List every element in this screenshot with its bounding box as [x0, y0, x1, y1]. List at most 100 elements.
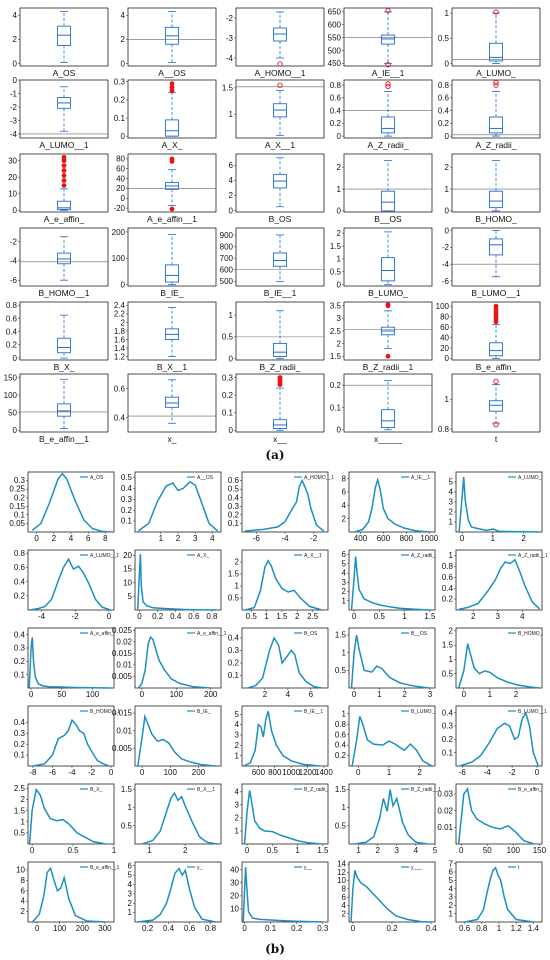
x-tick-label: 0.2 [152, 612, 164, 621]
density-curve [354, 789, 428, 845]
x-tick-label: 1200 [299, 768, 317, 777]
y-tick-label: 5 [342, 559, 347, 568]
y-tick-label: 20 [123, 551, 132, 560]
outlier-point [277, 82, 283, 88]
y-tick-label: 4 [449, 488, 454, 497]
panel-b-density-plots: 0.050.10.150.20.250.30 2 4 6 8A_OS0.10.20.30… [9, 471, 548, 933]
iqr-box [57, 25, 71, 46]
iqr-box [381, 409, 395, 428]
y-tick-label: 1.5 [222, 84, 234, 93]
y-tick-label: 1 [449, 909, 454, 918]
y-tick-label: 0.2 [121, 506, 133, 515]
density-B_HOMO__1: 0.1 0.2 0.3 0.4 -8 -6 -4 -2 0 B_HOMO__1 [14, 705, 120, 777]
y-tick-label: 1.6 [114, 335, 126, 344]
y-tick-label: 0 [445, 354, 450, 363]
plot-frame [455, 783, 543, 845]
density-A_e_affin_: 0.1 0.2 0.3 0.4 0 50 100 A_e_affin_ [14, 627, 115, 699]
x-tick-label: 100 [53, 924, 67, 933]
x-tick-label: 0.4 [170, 612, 182, 621]
y-tick-label: 3 [449, 893, 454, 902]
y-tick-label: 0.4 [6, 327, 18, 336]
y-tick-label: 2 [337, 229, 342, 238]
density-A_Z_radii__1: 0.2 0.4 0.6 0.8 1 2 3 4 A_Z_radii__1 [442, 549, 548, 621]
legend-label: B_e_affin__1 [90, 865, 120, 871]
x-tick-label: 1000 [420, 534, 438, 543]
boxplot-B_LUMO__1: -6 -4 -2 0 B_LUMO__1 [442, 226, 541, 298]
x-tick-label: 400 [354, 534, 368, 543]
y-tick-label: 1.5 [14, 806, 26, 815]
y-tick-label: 0.02 [116, 637, 132, 646]
variable-label: A_OS [53, 68, 76, 78]
y-tick-label: 2 [121, 35, 126, 44]
y-tick-label: 4 [229, 176, 234, 185]
y-tick-label: 1 [342, 648, 347, 657]
y-tick-label: 8 [342, 474, 347, 483]
x-tick-label: 2 [295, 612, 300, 621]
y-tick-label: 0.5 [14, 828, 26, 837]
plot-frame [235, 301, 325, 361]
x-tick-label: 3 [193, 534, 198, 543]
y-tick-label: 1 [342, 596, 347, 605]
boxplot-A_Z_radii_: 0 0.2 0.4 0.6 0.8 A_Z_radii_ [330, 79, 433, 150]
x-tick-label: 3 [428, 690, 433, 699]
x-tick-label: 600 [252, 768, 266, 777]
legend-label: B_HOMO__1 [90, 709, 120, 715]
x-tick-label: 0.3 [317, 924, 329, 933]
plot-frame [127, 227, 217, 287]
y-tick-label: 3.5 [330, 302, 342, 311]
x-tick-label: -2 [509, 768, 517, 777]
plot-frame [348, 549, 436, 611]
plot-frame [241, 549, 329, 611]
y-tick-label: 100 [4, 391, 18, 400]
plot-frame [235, 79, 325, 139]
x-tick-label: 100 [507, 846, 521, 855]
boxplot-B__OS: 0 1 2 B__OS [337, 153, 433, 224]
boxplot-B_IE_: 0 100 200 B_IE_ [112, 227, 217, 298]
plot-frame [348, 471, 436, 533]
legend-label: B__OS [411, 631, 428, 637]
iqr-box [273, 342, 287, 357]
y-tick-label: 0.02 [437, 806, 453, 815]
boxplot-A__OS: 0 2 4 A__OS [121, 7, 217, 78]
boxplot-A_e_affin_: 0 10 20 30 A_e_affin_ [8, 153, 109, 224]
x-tick-label: -4 [281, 534, 289, 543]
x-tick-label: 0 [460, 534, 465, 543]
y-tick-label: 2 [342, 514, 347, 523]
y-tick-label: 0.005 [112, 744, 133, 753]
y-tick-label: 0.5 [442, 669, 454, 678]
y-tick-label: 2 [449, 901, 454, 910]
iqr-box [489, 116, 503, 134]
plot-frame [241, 705, 329, 767]
density-A_X__1: 0.5 1 1.5 2 0.5 1 1.5 2 2.5 A_X__1 [228, 549, 329, 621]
x-tick-label: 1 [402, 612, 407, 621]
x-tick-label: 2 [375, 846, 380, 855]
y-tick-label: 1 [235, 582, 240, 591]
x-tick-label: 1 [387, 768, 392, 777]
y-tick-label: 0.4 [335, 741, 347, 750]
iqr-box [165, 119, 179, 137]
iqr-box [489, 400, 503, 412]
x-tick-label: 0 [109, 768, 114, 777]
x-tick-label: -6 [459, 768, 467, 777]
y-tick-label: 2.4 [114, 301, 126, 310]
boxplot-B_LUMO_: 0 0.5 1 1.5 2 B_LUMO_ [330, 227, 433, 298]
legend-label: y__ [304, 865, 312, 871]
y-tick-label: 4 [13, 11, 18, 20]
y-tick-label: 0.5 [228, 485, 240, 494]
y-tick-label: 10 [230, 905, 239, 914]
y-tick-label: 6 [21, 886, 26, 895]
density-B_OS: 0.1 0.2 0.3 0.4 2 4 6 B_OS [228, 627, 329, 699]
y-tick-label: 2 [21, 795, 26, 804]
x-tick-label: 4 [286, 690, 291, 699]
variable-label: B_IE_ [160, 288, 183, 298]
y-tick-label: 2 [229, 191, 234, 200]
density-curve [457, 787, 535, 845]
y-tick-label: 1 [21, 817, 26, 826]
outlier-point [169, 88, 175, 94]
y-tick-label: -2 [10, 103, 18, 112]
y-tick-label: 0.1 [121, 517, 133, 526]
plot-frame [134, 627, 222, 689]
x-tick-label: 0.8 [205, 924, 217, 933]
